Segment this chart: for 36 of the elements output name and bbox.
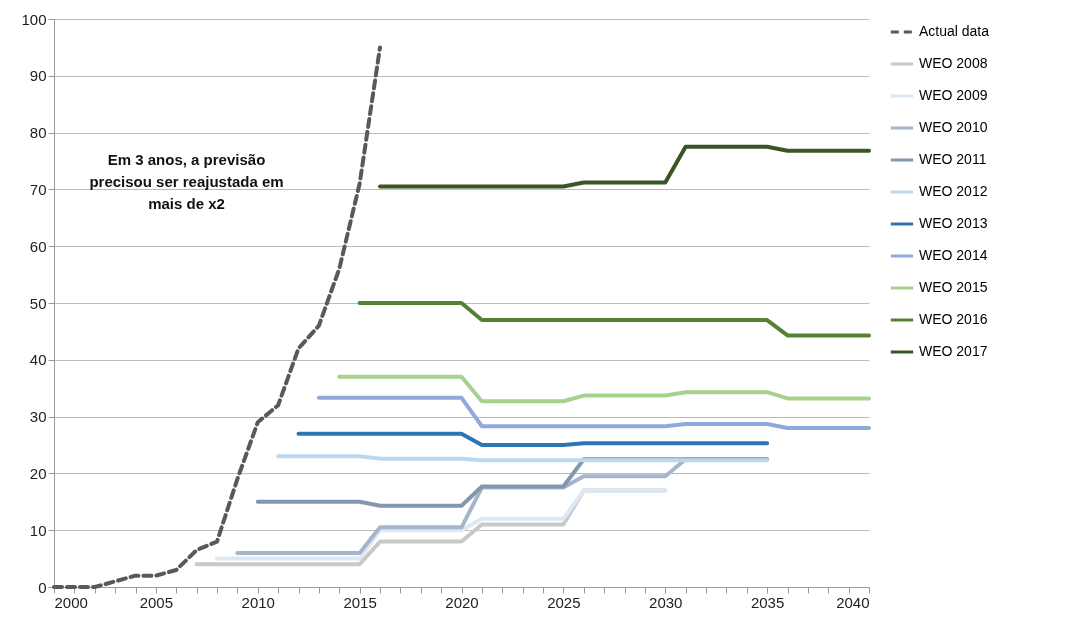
line-series bbox=[52, 45, 382, 589]
x-tick-label: 2005 bbox=[139, 593, 174, 611]
x-tick-label: 2000 bbox=[54, 593, 88, 611]
line-series bbox=[378, 144, 871, 189]
line-series bbox=[337, 374, 871, 404]
legend-label: WEO 2011 bbox=[919, 151, 987, 167]
line-series bbox=[316, 395, 871, 430]
legend-label: WEO 2017 bbox=[919, 343, 988, 359]
y-tick-label: 10 bbox=[29, 521, 47, 539]
y-tick-label: 60 bbox=[29, 237, 47, 255]
x-tick-label: 2025 bbox=[547, 593, 581, 611]
x-tick-label: 2020 bbox=[445, 593, 479, 611]
legend-label: WEO 2009 bbox=[919, 87, 988, 103]
x-tick-label: 2035 bbox=[750, 593, 785, 611]
legend-label: WEO 2015 bbox=[919, 279, 988, 295]
y-tick-label: 30 bbox=[29, 408, 47, 426]
x-tick-label: 2015 bbox=[343, 593, 377, 611]
y-tick-label: 20 bbox=[29, 464, 47, 482]
y-tick-label: 0 bbox=[38, 578, 47, 596]
x-tick-label: 2030 bbox=[649, 593, 683, 611]
legend-label: WEO 2012 bbox=[919, 183, 988, 199]
y-tick-label: 100 bbox=[21, 10, 47, 28]
x-tick-label: 2040 bbox=[836, 593, 870, 611]
legend-label: WEO 2008 bbox=[919, 55, 988, 71]
y-tick-label: 80 bbox=[29, 124, 47, 142]
y-tick-label: 90 bbox=[29, 67, 47, 85]
legend-label: WEO 2016 bbox=[919, 311, 988, 327]
x-tick-label: 2010 bbox=[241, 593, 275, 611]
legend-label: WEO 2014 bbox=[919, 247, 988, 263]
y-tick-label: 50 bbox=[29, 294, 47, 312]
annotation: Em 3 anos, a previsão precisou ser reajustada em mais de x2 bbox=[89, 150, 284, 212]
y-tick-label: 40 bbox=[29, 351, 47, 369]
legend-label: WEO 2013 bbox=[919, 215, 988, 231]
y-tick-label: 70 bbox=[29, 180, 47, 198]
legend-label: Actual data bbox=[919, 23, 990, 39]
legend-label: WEO 2010 bbox=[919, 119, 988, 135]
